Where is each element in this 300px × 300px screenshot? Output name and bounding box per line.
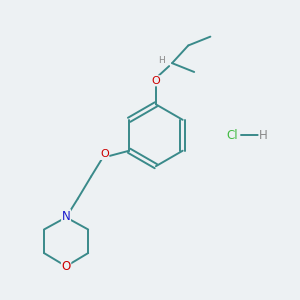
Text: O: O — [100, 149, 109, 159]
Text: N: N — [62, 210, 70, 223]
Text: H: H — [259, 129, 268, 142]
Text: O: O — [152, 76, 160, 86]
Text: Cl: Cl — [226, 129, 238, 142]
Text: O: O — [61, 260, 71, 273]
Text: H: H — [158, 56, 165, 65]
